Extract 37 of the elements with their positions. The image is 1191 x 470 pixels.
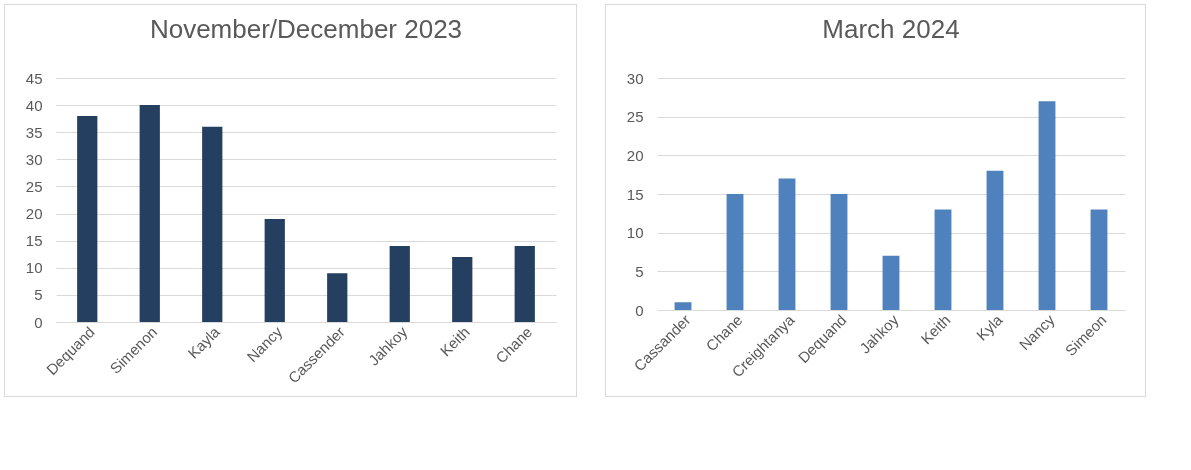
y-tick-label: 15 [25, 232, 43, 250]
y-tick-label: 10 [25, 259, 43, 277]
bar [202, 126, 223, 322]
bar [452, 256, 473, 322]
y-tick-label: 5 [34, 286, 43, 304]
bar [882, 255, 900, 310]
y-tick-label: 0 [635, 301, 644, 319]
y-tick-label: 5 [635, 262, 644, 280]
y-tick-label: 45 [25, 69, 43, 87]
bar [77, 115, 98, 322]
bar [1038, 101, 1056, 310]
bar [830, 194, 848, 310]
y-tick-label: 0 [34, 313, 43, 331]
bar [778, 178, 796, 310]
y-tick-label: 25 [626, 108, 644, 126]
y-tick-label: 15 [626, 185, 644, 203]
bar [986, 170, 1004, 310]
bar [726, 194, 744, 310]
bar [514, 246, 535, 322]
bar [389, 246, 410, 322]
y-tick-label: 30 [25, 150, 43, 168]
bar [674, 302, 692, 310]
x-tick-label: Kyla [972, 310, 1007, 344]
y-tick-label: 35 [25, 123, 43, 141]
bar [139, 105, 160, 322]
y-tick-label: 20 [626, 146, 644, 164]
chart-title: November/December 2023 [149, 14, 463, 44]
y-tick-label: 20 [25, 205, 43, 223]
bar [1090, 209, 1108, 310]
y-tick-label: 25 [25, 177, 43, 195]
y-tick-label: 30 [626, 69, 644, 87]
bar [264, 218, 285, 322]
y-tick-label: 40 [25, 96, 43, 114]
y-tick-label: 10 [626, 224, 644, 242]
chart-title: March 2024 [822, 14, 960, 44]
bar [934, 209, 952, 310]
bar [327, 273, 348, 322]
